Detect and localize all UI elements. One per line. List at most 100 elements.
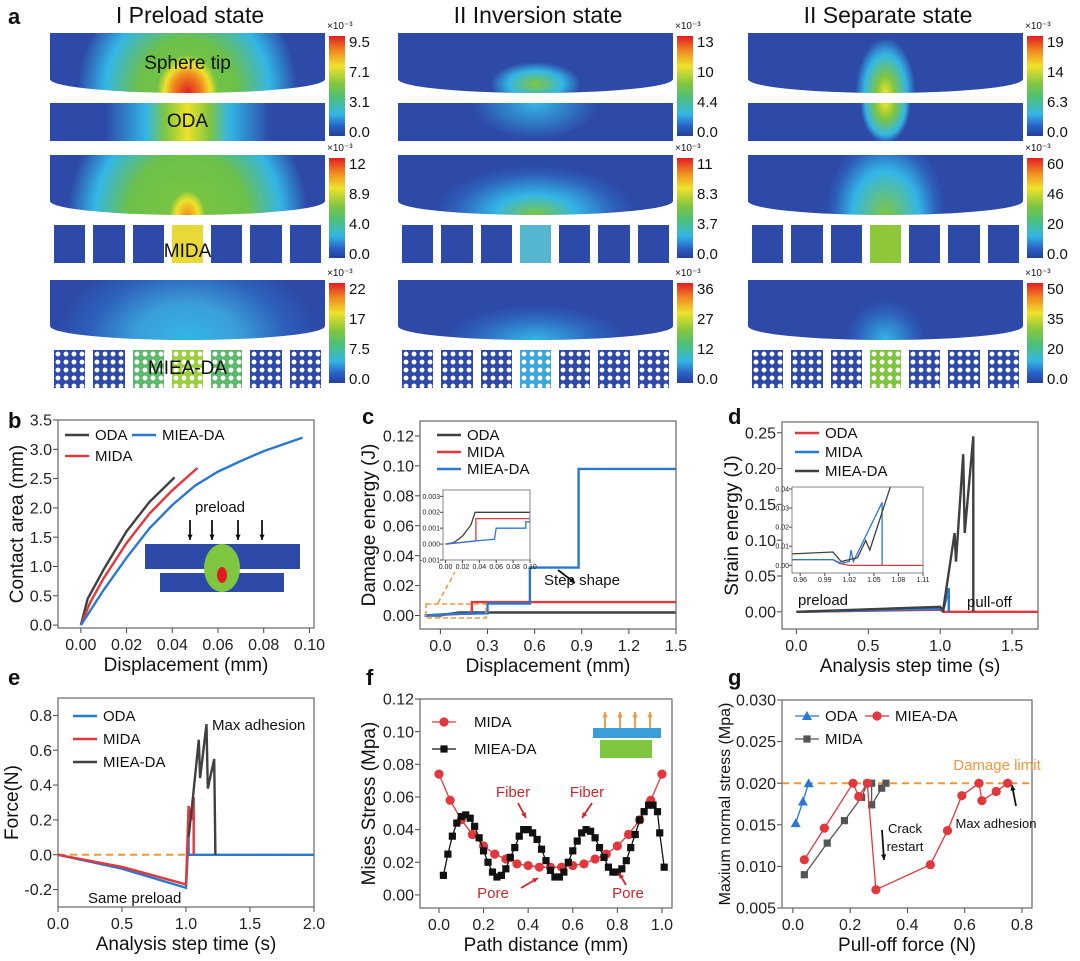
data-point xyxy=(551,873,559,881)
legend-label: ODA xyxy=(825,425,858,442)
x-tick-label: 0.4 xyxy=(517,917,539,934)
y-tick-label: 0.04 xyxy=(383,822,414,839)
x-tick-label: 0.02 xyxy=(111,637,142,654)
data-point xyxy=(524,826,532,834)
x-tick-label: 0.8 xyxy=(606,917,628,934)
zoom-box xyxy=(425,603,487,619)
colorbar xyxy=(329,283,345,383)
annotation: Max adhesion xyxy=(212,717,305,734)
data-point xyxy=(797,796,808,806)
label-sphere-tip: Sphere tip xyxy=(144,53,231,74)
arrow-head-icon xyxy=(602,712,608,718)
y-tick-label: 0.025 xyxy=(736,734,776,751)
y-axis-title: Contact area (mm) xyxy=(7,445,28,603)
data-point xyxy=(493,873,501,881)
data-point xyxy=(925,860,935,870)
data-point xyxy=(871,885,881,895)
data-point xyxy=(490,849,500,859)
sphere-tip-body xyxy=(398,33,673,93)
colorbar-tick-label: 0.0 xyxy=(349,371,370,388)
data-point xyxy=(457,812,465,821)
colorbar-tick-label: 4.0 xyxy=(349,216,370,233)
data-point xyxy=(942,826,953,836)
plot-frame xyxy=(442,489,531,561)
x-tick-label: 0.2 xyxy=(839,917,861,934)
colorbar-tick-label: 35 xyxy=(1047,311,1064,328)
series-line-mida xyxy=(79,467,199,626)
y-tick-label: 0.000 xyxy=(422,542,440,549)
annotation: Damage limit xyxy=(953,757,1041,774)
data-point xyxy=(555,873,563,881)
colorbar-exponent: ×10⁻³ xyxy=(1025,268,1051,279)
legend-item-miea-da: MIEA-DA xyxy=(432,741,537,758)
contour-separate-mida xyxy=(748,155,1023,263)
state-title-inversion: II Inversion state xyxy=(453,2,623,28)
data-point xyxy=(497,871,505,879)
arrow-head-icon xyxy=(187,534,193,540)
y-axis-title: Strain energy (J) xyxy=(722,455,743,595)
data-point xyxy=(612,841,622,851)
data-point xyxy=(467,829,478,840)
plot-frame xyxy=(791,486,924,574)
annotation: Step shape xyxy=(544,572,620,589)
data-point xyxy=(823,839,831,847)
data-point xyxy=(819,823,829,833)
data-point xyxy=(569,847,577,855)
x-tick-label: 0.9 xyxy=(571,638,593,655)
data-point xyxy=(453,819,461,827)
adhesive-substrate xyxy=(398,225,673,263)
y-tick-label: 3.0 xyxy=(30,442,52,459)
contour-separate-miea xyxy=(748,280,1023,388)
y-tick-label: 0.020 xyxy=(736,776,776,793)
x-tick-label: 0.0 xyxy=(429,638,451,655)
state-title-preload: I Preload state xyxy=(115,2,265,28)
colorbar-tick-label: 10 xyxy=(697,64,714,81)
y-tick-label: 0.5 xyxy=(30,588,52,605)
legend-item-miea-da: MIEA-DA xyxy=(437,461,530,478)
x-tick-label: 1.08 xyxy=(892,577,906,584)
data-point xyxy=(444,850,452,858)
colorbar-tick-label: 12 xyxy=(697,341,714,358)
data-point xyxy=(653,808,662,816)
x-axis-title: Displacement (mm) xyxy=(466,656,631,677)
x-tick-label: 0.6 xyxy=(562,917,584,934)
y-tick-label: 0.03 xyxy=(775,505,789,512)
annotation: Fiber xyxy=(496,784,530,801)
annotation: Fiber xyxy=(570,784,604,801)
x-tick-label: 0.0 xyxy=(47,916,69,933)
data-point xyxy=(600,853,608,861)
x-tick-label: 0.5 xyxy=(857,638,879,655)
inset-hotspot-icon xyxy=(217,567,227,583)
data-point xyxy=(790,818,801,828)
y-tick-label: 0.00 xyxy=(383,608,414,625)
colorbar-exponent: ×10⁻³ xyxy=(675,143,701,154)
colorbar-exponent: ×10⁻³ xyxy=(1025,143,1051,154)
x-tick-label: 1.0 xyxy=(651,917,673,934)
data-point xyxy=(534,862,544,872)
x-tick-label: 0.6 xyxy=(954,917,976,934)
data-point xyxy=(1003,778,1013,788)
colorbar-tick-label: 8.9 xyxy=(349,186,370,203)
data-point xyxy=(862,778,872,788)
data-point xyxy=(560,868,568,876)
contour-separate-oda xyxy=(748,33,1023,141)
y-tick-label: 0.08 xyxy=(383,757,414,774)
colorbar-tick-label: 3.1 xyxy=(349,94,370,111)
x-tick-label: 0.02 xyxy=(456,564,470,571)
arrow-head-icon xyxy=(647,712,653,718)
sphere-tip-body xyxy=(748,280,1023,340)
data-point xyxy=(657,769,667,779)
legend-label: ODA xyxy=(103,708,136,725)
legend-item-mida: MIDA xyxy=(795,731,863,748)
plot-frame xyxy=(781,421,1039,630)
y-tick-label: 1.5 xyxy=(30,530,52,547)
label-oda: ODA xyxy=(166,111,209,132)
colorbar xyxy=(1027,36,1043,136)
data-point xyxy=(618,865,626,873)
series-line-oda xyxy=(79,476,176,626)
arrow-head-icon xyxy=(235,534,241,540)
data-point xyxy=(800,871,808,879)
label-mida: MIDA xyxy=(163,241,212,262)
data-point xyxy=(848,778,858,788)
plot-frame xyxy=(57,419,315,629)
